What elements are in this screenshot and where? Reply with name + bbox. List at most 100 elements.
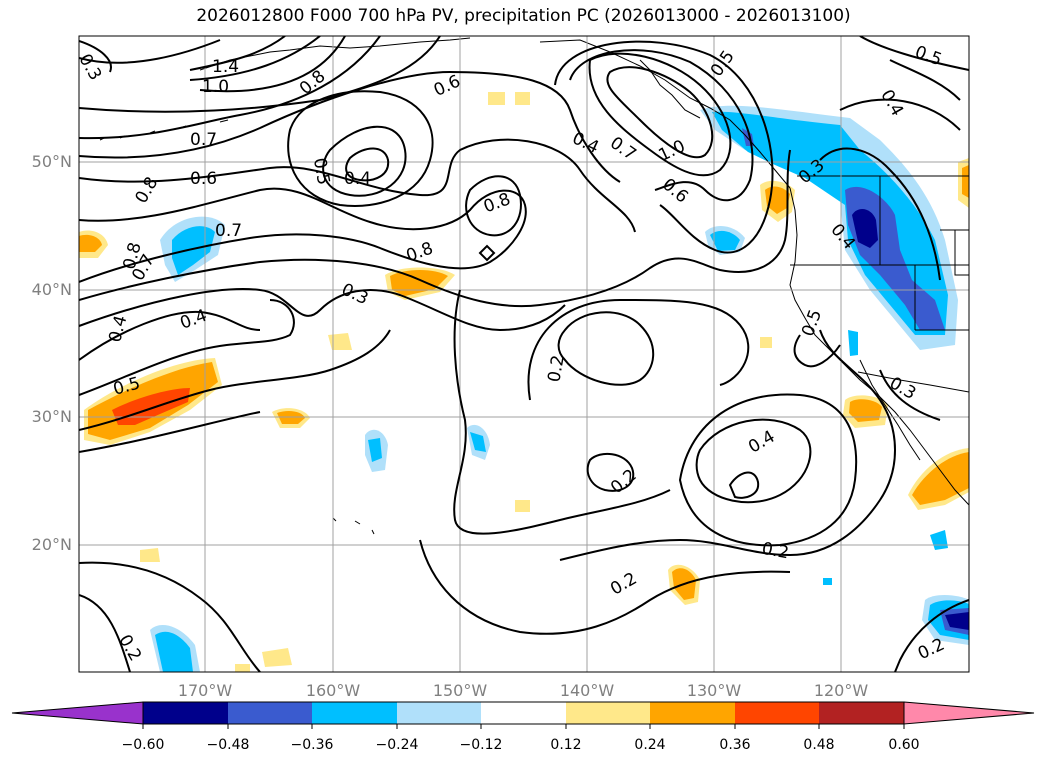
pv-contour [189, 36, 286, 71]
pv-contours [79, 36, 969, 672]
pv-contour [79, 40, 112, 73]
lon-label-140w: 140°W [559, 681, 615, 700]
pv-contour [569, 49, 754, 202]
precip-shade [488, 92, 505, 105]
colorbar-label: 0.48 [803, 737, 835, 753]
precip-shade [262, 648, 292, 667]
pv-contour [79, 310, 261, 361]
pv-contour [557, 311, 655, 386]
precip-shade [235, 664, 250, 672]
pv-contour [79, 561, 261, 672]
pv-contour [79, 299, 295, 396]
pv-contour [894, 599, 969, 672]
pv-contour [859, 36, 969, 71]
pv-contour [879, 369, 941, 421]
pv-contour [79, 411, 261, 453]
lon-label-150w: 150°W [432, 681, 488, 700]
colorbar-segment [143, 702, 228, 724]
pv-contour [79, 39, 221, 64]
pv-contour [322, 125, 407, 197]
page-title: 2026012800 F000 700 hPa PV, precipitatio… [196, 6, 851, 26]
colorbar-segment [819, 702, 904, 724]
lat-label-30n: 30°N [31, 407, 72, 426]
precip-positive-areas [79, 92, 969, 672]
lon-label-130w: 130°W [686, 681, 742, 700]
border-us-mexico [857, 371, 969, 393]
colorbar [11, 701, 1035, 729]
pv-contour [453, 289, 671, 535]
colorbar-segment [650, 702, 735, 724]
lon-label-160w: 160°W [305, 681, 361, 700]
border-states [790, 176, 969, 331]
pv-contour [79, 138, 636, 233]
contour-label: 0.2 [544, 354, 568, 384]
pv-contour [588, 52, 732, 177]
map-frame [78, 35, 970, 673]
precip-shade [912, 452, 969, 505]
colorbar-label: −0.48 [206, 737, 250, 753]
lat-label-50n: 50°N [31, 152, 72, 171]
precip-shade [515, 500, 530, 512]
precip-shade [852, 208, 878, 248]
pv-contour [793, 334, 841, 368]
colorbar-label: −0.24 [375, 737, 419, 753]
precip-shade [515, 92, 530, 105]
pv-contour [606, 66, 714, 159]
colorbar-label: 0.24 [634, 737, 666, 753]
pv-contour [889, 59, 961, 101]
contour-label: 0.6 [190, 169, 217, 189]
precip-shade [155, 631, 193, 672]
colorbar-segment [312, 702, 397, 724]
colorbar-label: 0.12 [550, 737, 582, 753]
pv-contour [79, 187, 527, 283]
precip-shade [328, 333, 352, 350]
pv-contour [678, 393, 858, 547]
contour-label: 1.0 [202, 77, 229, 97]
pv-contour [695, 418, 812, 504]
colorbar-extend-low [11, 701, 144, 725]
precip-shade [945, 612, 969, 630]
colorbar-label: −0.12 [459, 737, 503, 753]
lon-label-120w: 120°W [813, 681, 869, 700]
pv-contour [527, 298, 750, 401]
pv-contour [79, 36, 381, 140]
pv-contour [79, 70, 621, 183]
pv-contour [819, 147, 941, 281]
contour-label: 0.4 [344, 169, 371, 189]
pv-contour [79, 288, 566, 332]
pv-contour [554, 40, 774, 254]
colorbar-segment [481, 702, 566, 724]
pv-contour [586, 452, 635, 492]
pv-contour [287, 90, 434, 207]
colorbar-extend-high [903, 701, 1035, 725]
pv-contour [839, 98, 961, 131]
pv-contour [79, 329, 391, 431]
pv-contour [79, 36, 441, 113]
colorbar-label: −0.36 [290, 737, 334, 753]
pv-contour [465, 175, 522, 237]
precip-shade [962, 165, 969, 198]
precip-shade [848, 330, 858, 356]
pv-contour [189, 36, 321, 81]
coastline-baja [859, 359, 921, 461]
precip-shade [823, 578, 832, 585]
precip-shade [849, 399, 882, 422]
precip-shade [710, 230, 740, 251]
colorbar-label: 0.36 [719, 737, 751, 753]
precip-shade [79, 234, 102, 252]
colorbar-label: 0.60 [888, 737, 920, 753]
colorbar-ticks [142, 724, 905, 729]
coastline-bc-islands [639, 59, 701, 119]
precip-shade [172, 226, 215, 275]
colorbar-segment [397, 702, 481, 724]
pv-contour [79, 149, 791, 308]
grid [79, 36, 969, 672]
contour-label: 0.5 [309, 156, 333, 186]
pv-contour [79, 594, 131, 672]
pv-contour [419, 539, 791, 635]
pv-contour [199, 36, 346, 93]
colorbar-segment [735, 702, 819, 724]
precip-shade [760, 337, 772, 348]
pv-contour [559, 329, 896, 561]
